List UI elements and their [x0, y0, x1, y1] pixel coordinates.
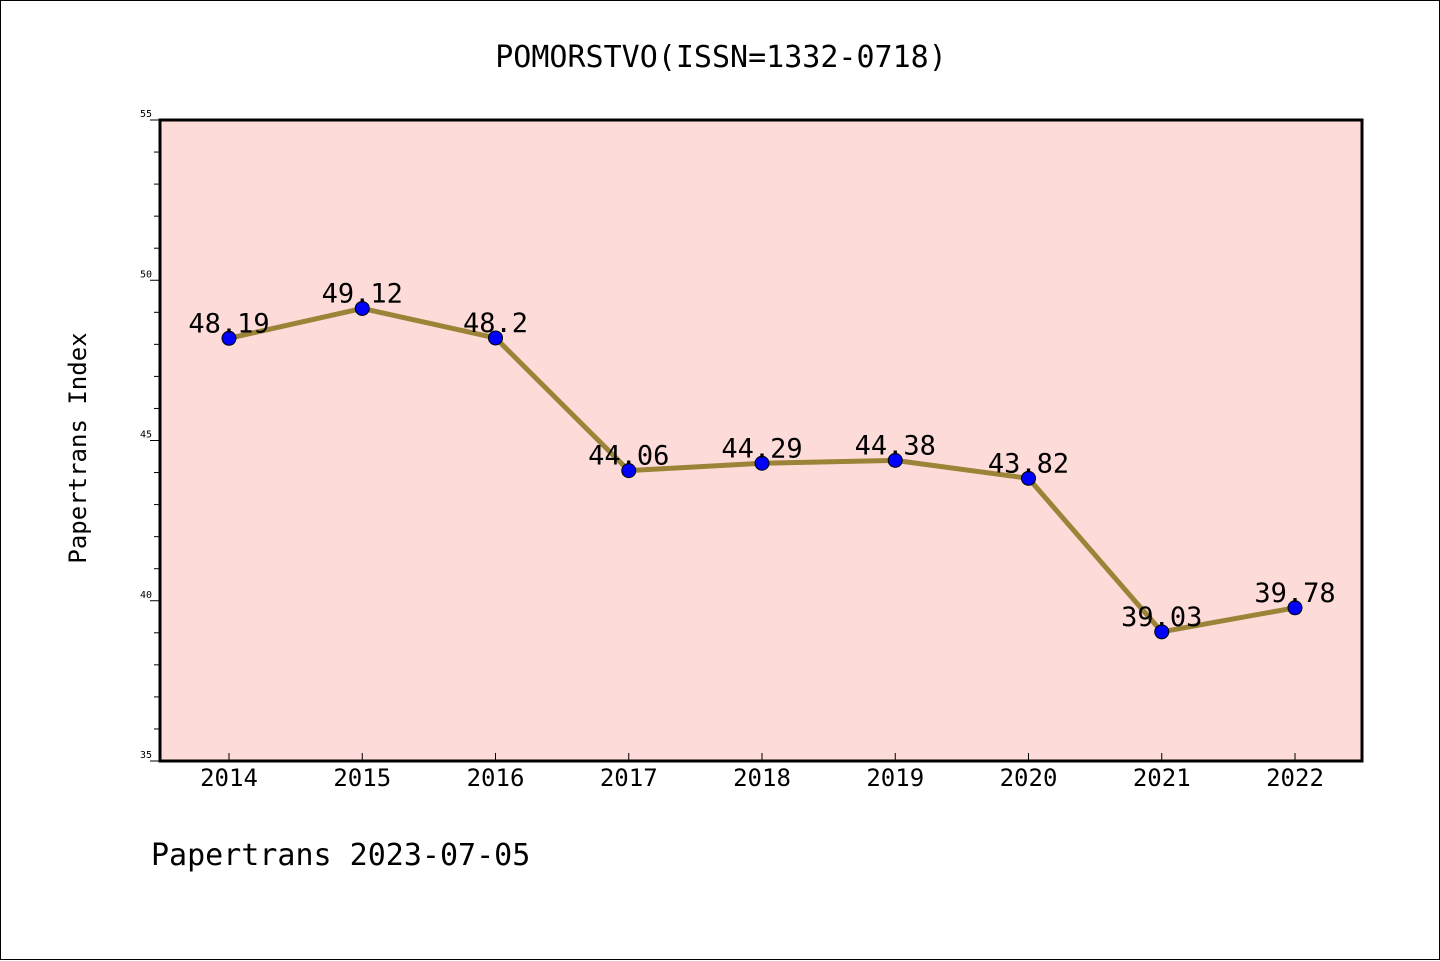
footer-text: Papertrans 2023-07-05 [151, 838, 530, 873]
x-tick-label: 2021 [1133, 764, 1191, 792]
data-label: 44.29 [721, 433, 802, 464]
x-axis: 2014 2015 2016 2017 2018 2019 2020 2021 2022 [200, 753, 1324, 792]
data-point [754, 455, 770, 471]
data-label: 48.2 [463, 308, 528, 339]
data-point [887, 452, 903, 468]
plot-area [158, 118, 1364, 763]
data-point [1021, 470, 1036, 486]
y-tick-label: 40 [140, 590, 152, 601]
x-tick-label: 2016 [467, 764, 525, 792]
data-point [488, 330, 503, 346]
x-tick-label: 2022 [1266, 764, 1324, 792]
data-labels: 48.19 49.12 48.2 44.06 44.29 44.38 43.82 39.03 3… [188, 278, 1335, 632]
x-tick-label: 2015 [333, 764, 391, 792]
data-label: 49.12 [322, 278, 403, 309]
data-point [1154, 624, 1170, 640]
y-axis-label: Papertrans Index [64, 332, 92, 563]
x-tick-label: 2018 [733, 764, 791, 792]
data-label: 48.19 [188, 308, 269, 339]
x-tick-label: 2017 [600, 764, 658, 792]
data-label: 39.03 [1121, 602, 1202, 633]
x-tick-label: 2014 [200, 764, 258, 792]
y-tick-label: 50 [140, 269, 152, 280]
data-label: 39.78 [1254, 578, 1335, 609]
data-point [221, 330, 237, 346]
y-tick-label: 55 [140, 109, 152, 120]
x-tick-label: 2020 [1000, 764, 1058, 792]
data-point [1287, 600, 1303, 616]
y-axis: 35 40 45 50 55 [140, 109, 160, 762]
y-tick-label: 45 [140, 430, 152, 441]
x-tick-label: 2019 [866, 764, 924, 792]
data-label: 43.82 [988, 448, 1069, 479]
data-label: 44.06 [588, 441, 669, 472]
data-point [621, 463, 637, 479]
data-label: 44.38 [855, 430, 936, 461]
y-tick-label: 35 [140, 750, 152, 761]
chart-title: POMORSTVO(ISSN=1332-0718) [495, 40, 947, 75]
data-markers [221, 300, 1303, 640]
data-point [354, 300, 370, 316]
